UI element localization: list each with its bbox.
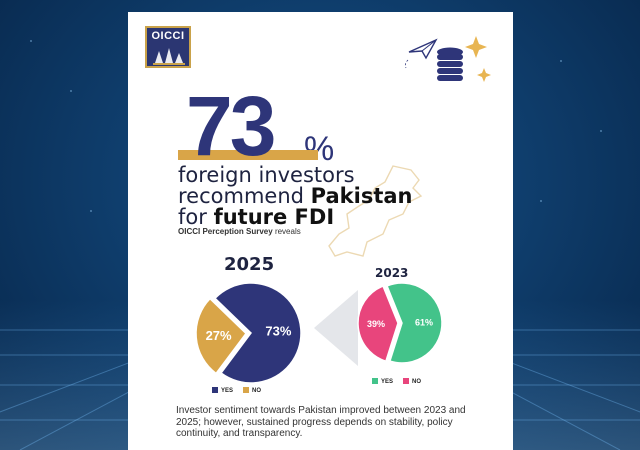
- legend-swatch-yes: [372, 378, 378, 384]
- oicci-logo: OICCI: [145, 26, 191, 68]
- sparkle-icon: [465, 36, 491, 82]
- headline-percentage: 73: [186, 79, 276, 173]
- survey-source: OICCI Perception Survey reveals: [178, 227, 301, 236]
- pie-slice-no: [357, 285, 399, 363]
- headline-line-2: recommend Pakistan: [178, 184, 413, 208]
- pie-label-no: 39%: [367, 319, 385, 329]
- infographic-card: OICCI 73 % foreign investors recommend P…: [128, 12, 513, 450]
- legend-label-yes: YES: [381, 379, 394, 385]
- pie-slice-yes: [213, 282, 302, 384]
- legend-swatch-no: [403, 378, 410, 384]
- decorative-icons: [404, 36, 491, 82]
- legend-swatch-no: [243, 387, 250, 393]
- pie-2025-title: 2025: [224, 254, 275, 275]
- pie-2023-legend: YES NO: [372, 378, 421, 385]
- logo-emblem-icon: [153, 48, 185, 65]
- pie-slice-yes: [386, 282, 443, 364]
- coin-stack-icon: [437, 47, 463, 81]
- pie-2023-title: 2023: [375, 266, 409, 280]
- legend-swatch-yes: [212, 387, 218, 393]
- headline-underline: [178, 150, 318, 160]
- pakistan-map-outline: [328, 165, 423, 257]
- pie-2025-legend: YES NO: [212, 387, 261, 394]
- paper-plane-icon: [404, 38, 438, 69]
- pie-chart-2023: 61% 39%: [357, 282, 443, 364]
- headline-line-3: for future FDI: [178, 205, 335, 229]
- pie-label-yes: 61%: [415, 317, 433, 327]
- pie-label-no: 27%: [206, 328, 232, 343]
- headline-line-1: foreign investors: [178, 163, 355, 187]
- pie-slice-no: [195, 297, 248, 375]
- logo-text: OICCI: [151, 30, 185, 42]
- arrow-left-icon: [314, 290, 358, 366]
- pie-label-yes: 73%: [265, 323, 291, 338]
- footer-text: Investor sentiment towards Pakistan impr…: [176, 405, 466, 439]
- pie-chart-2025: 73% 27%: [195, 282, 302, 384]
- legend-label-no: NO: [412, 379, 422, 385]
- legend-label-no: NO: [252, 388, 262, 394]
- headline-percent-sign: %: [304, 130, 335, 168]
- legend-label-yes: YES: [221, 388, 234, 394]
